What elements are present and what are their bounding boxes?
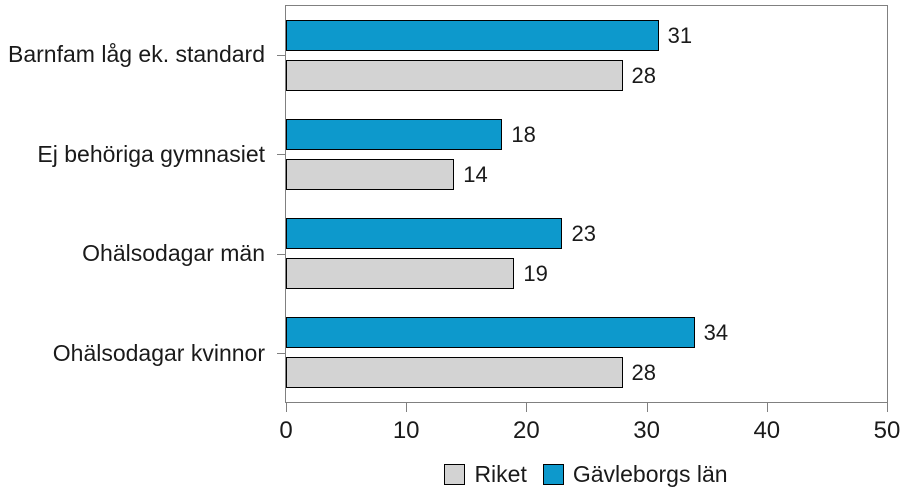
y-label-row: Barnfam låg ek. standard: [0, 5, 285, 105]
y-axis-tick-mark: [277, 154, 285, 156]
legend-item-g-vleborgs-l-n: Gävleborgs län: [542, 460, 728, 488]
x-tick-label: 30: [633, 417, 660, 444]
bar-g-vleborgs-l-n: [286, 317, 695, 348]
category-label: Ohälsodagar män: [82, 240, 265, 267]
bar-row: 18: [286, 119, 887, 150]
x-tick-label: 0: [279, 417, 293, 444]
bar-value-label: 28: [631, 62, 657, 88]
y-axis-tick-mark: [277, 54, 285, 56]
legend: Riket Gävleborgs län: [285, 460, 887, 488]
bar-g-vleborgs-l-n: [286, 20, 659, 51]
bar-value-label: 19: [523, 260, 548, 286]
legend-label: Riket: [474, 460, 527, 487]
bar-group-ej-beh-riga-gymnasiet: 18 14: [286, 105, 887, 204]
bar-row: 23: [286, 218, 887, 249]
category-label: Ohälsodagar kvinnor: [52, 339, 265, 366]
plot-area: 31 28 18 14 23 19 34 28: [285, 5, 888, 403]
x-tick-label: 20: [513, 417, 540, 444]
bar-value-label: 31: [667, 22, 693, 48]
bar-value-label: 28: [631, 359, 657, 385]
bar-riket: [286, 159, 455, 190]
bar-group-oh-lsodagar-m-n: 23 19: [286, 204, 887, 303]
bar-row: 14: [286, 159, 887, 190]
bar-group-oh-lsodagar-kvinnor: 34 28: [286, 303, 887, 402]
bar-value-label: 14: [463, 161, 488, 187]
bar-row: 34: [286, 317, 887, 348]
bar-riket: [286, 357, 623, 388]
y-axis-labels: Barnfam låg ek. standard Ej behöriga gymn…: [0, 5, 285, 403]
bar-riket: [286, 60, 623, 91]
x-axis-tick-mark: [406, 403, 408, 412]
y-label-row: Ej behöriga gymnasiet: [0, 105, 285, 205]
bar-g-vleborgs-l-n: [286, 218, 563, 249]
x-tick-label: 50: [873, 417, 901, 444]
category-label: Barnfam låg ek. standard: [8, 41, 265, 68]
legend-label: Gävleborgs län: [572, 460, 728, 487]
bar-value-label: 18: [511, 121, 536, 147]
bar-row: 31: [286, 20, 887, 51]
bar-value-label: 34: [703, 319, 729, 345]
bar-group-barnfam-l-g-ek-standard: 31 28: [286, 6, 887, 105]
y-label-row: Ohälsodagar män: [0, 204, 285, 304]
x-axis-tick-mark: [646, 403, 648, 412]
x-tick-label: 10: [392, 417, 420, 444]
y-axis-tick-mark: [277, 253, 285, 255]
x-axis: 0 10 20 30 40 50: [279, 403, 900, 458]
category-label: Ej behöriga gymnasiet: [37, 140, 265, 167]
legend-swatch-riket: [444, 463, 466, 485]
x-axis-tick-mark: [887, 403, 888, 412]
legend-item-riket: Riket: [444, 460, 527, 488]
bar-riket: [286, 258, 515, 289]
bar-row: 28: [286, 357, 887, 388]
x-axis-tick-mark: [526, 403, 528, 412]
y-label-row: Ohälsodagar kvinnor: [0, 304, 285, 404]
x-tick-label: 40: [753, 417, 781, 444]
bar-row: 19: [286, 258, 887, 289]
x-axis-tick-mark: [286, 403, 287, 412]
legend-swatch-g-vleborgs-l-n: [542, 463, 564, 485]
bar-value-label: 23: [571, 220, 596, 246]
x-axis-tick-mark: [766, 403, 768, 412]
bar-g-vleborgs-l-n: [286, 119, 503, 150]
bar-row: 28: [286, 60, 887, 91]
y-axis-tick-mark: [277, 353, 285, 355]
